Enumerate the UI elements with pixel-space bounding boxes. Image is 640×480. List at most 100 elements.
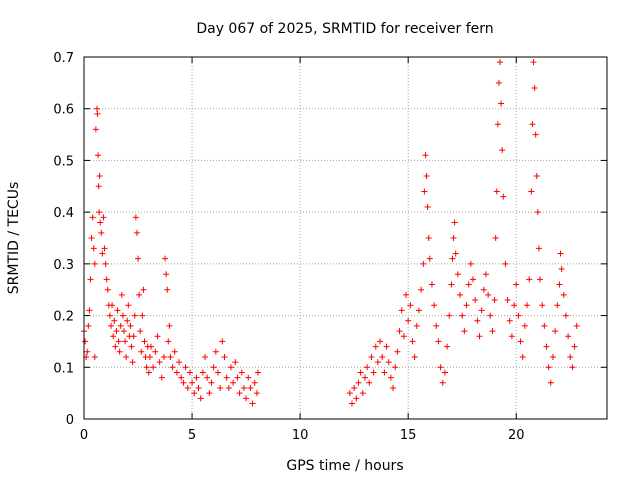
data-point [383,343,390,350]
data-point [96,209,103,216]
data-point [109,302,116,309]
data-point [459,312,466,319]
data-point [165,338,172,345]
x-tick-label: 0 [80,428,88,443]
data-point [91,260,98,267]
data-point [426,255,433,262]
plot-frame [83,56,608,420]
data-point [132,214,139,221]
data-point [129,359,136,366]
data-point [526,276,533,283]
data-point [158,374,165,381]
data-point [124,317,131,324]
data-point [370,369,377,376]
data-point [212,348,219,355]
data-point [101,245,108,252]
data-point [147,343,154,350]
y-tick-label: 0.4 [53,206,74,221]
data-point [139,312,146,319]
data-point [204,374,211,381]
data-point [531,85,538,92]
data-point [120,328,127,335]
y-axis-label: SRMTID / TECUs [6,182,22,295]
data-point [364,364,371,371]
data-point [143,364,150,371]
data-point [214,369,221,376]
data-point [521,322,528,329]
data-point [186,369,193,376]
x-tick-label: 5 [188,428,196,443]
data-point [87,276,94,283]
data-point [247,384,254,391]
data-point [368,353,375,360]
data-point [431,302,438,309]
data-point [127,322,134,329]
y-tick-label: 0 [66,413,74,428]
data-point [392,364,399,371]
data-point [463,302,470,309]
data-point [118,291,125,298]
data-point [114,307,121,314]
data-point [528,188,535,195]
data-point [425,235,432,241]
data-point [117,322,124,329]
data-point [517,338,524,345]
data-point [97,219,104,226]
y-tick-label: 0.1 [53,361,74,376]
data-point [573,322,580,329]
data-point [86,307,93,314]
data-point [422,152,429,159]
data-point [236,390,243,397]
data-point [497,59,504,66]
data-point [448,281,455,288]
data-point [418,286,425,293]
data-point [385,359,392,366]
data-point [366,379,373,386]
data-point [437,364,444,371]
data-points [81,59,580,407]
x-tick-label: 20 [508,428,525,443]
data-point [355,379,362,386]
data-point [106,312,113,319]
data-point [480,286,487,293]
data-point [93,105,100,112]
y-tick-label: 0.5 [53,154,74,169]
data-point [232,359,239,366]
y-tick-label: 0.2 [53,310,74,325]
data-point [400,333,407,340]
data-point [223,374,230,381]
data-point [494,121,501,128]
data-point [115,338,122,345]
data-point [184,384,191,391]
data-point [140,286,147,293]
data-point [398,307,405,314]
data-point [99,250,106,257]
data-point [390,384,397,391]
data-point [499,147,506,154]
data-point [141,338,148,345]
data-point [89,214,96,221]
data-point [524,302,531,309]
data-point [182,364,189,371]
data-point [351,384,358,391]
data-point [541,322,548,329]
axis-ticks: 0 0.1 0.2 0.3 0.4 0.5 0.6 0.7 0 5 10 15 20 [53,51,607,443]
data-point [421,188,428,195]
data-point [435,338,442,345]
data-point [208,379,215,386]
data-point [138,348,145,355]
data-point [513,281,520,288]
data-point [560,291,567,298]
data-point [571,343,578,350]
y-tick-label: 0.6 [53,103,74,118]
data-point [556,281,563,288]
data-point [532,131,539,138]
data-point [487,312,494,319]
data-point [405,317,412,324]
data-point [492,235,499,241]
data-point [234,374,241,381]
data-point [206,390,213,397]
data-point [249,400,256,407]
data-point [102,260,109,267]
data-point [193,374,200,381]
